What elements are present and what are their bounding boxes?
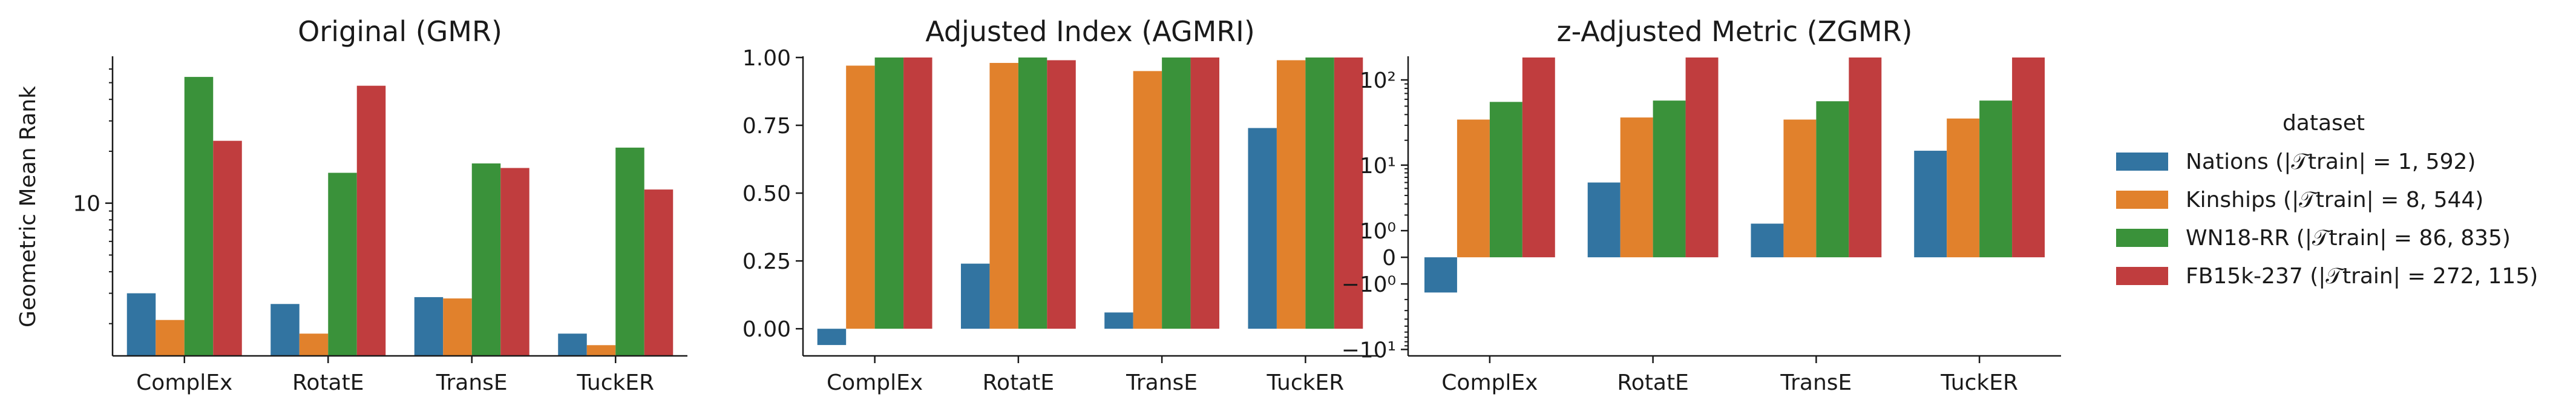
y-tick-label: 0 (1382, 246, 1396, 271)
y-tick-label: 10 (73, 192, 100, 217)
legend-label: FB15k-237 (|𝒯train| = 272, 115) (2186, 264, 2538, 289)
chart-title: Original (GMR) (298, 15, 502, 48)
chart-panel-1: Adjusted Index (AGMRI) 0.00 0.25 0.50 0.75 1.… (742, 15, 1377, 395)
bar (1190, 57, 1220, 329)
y-tick-label: 10⁰ (1360, 219, 1396, 244)
x-tick-label: ComplEx (136, 370, 232, 395)
y-tick-label: −10⁰ (1342, 272, 1396, 297)
bar (1305, 57, 1334, 329)
bar (615, 147, 644, 356)
x-tick-label: TransE (1780, 370, 1852, 395)
bar (586, 345, 616, 356)
bar (1751, 223, 1784, 258)
bar (989, 62, 1018, 329)
y-axis-label: Geometric Mean Rank (16, 86, 41, 327)
legend-title: dataset (2283, 111, 2365, 136)
legend-swatch (2116, 191, 2168, 209)
x-tick-label: TuckER (1267, 370, 1345, 395)
chart-title: z-Adjusted Metric (ZGMR) (1557, 15, 1913, 48)
legend-swatch (2116, 153, 2168, 171)
x-tick-label: TuckER (576, 370, 654, 395)
bar (817, 329, 847, 346)
chart-title: Adjusted Index (AGMRI) (925, 15, 1255, 48)
bar (1914, 151, 1947, 258)
y-tick-label: 1.00 (742, 46, 791, 71)
bar (414, 297, 444, 356)
bar (644, 189, 673, 356)
bar (1334, 57, 1363, 329)
bar (1816, 101, 1849, 258)
bar (471, 163, 501, 356)
bar (1849, 57, 1882, 258)
y-tick-label: 10² (1360, 68, 1396, 93)
bar (1162, 57, 1191, 329)
x-tick-label: TuckER (1940, 370, 2018, 395)
x-tick-label: RotatE (983, 370, 1054, 395)
bar (874, 57, 904, 329)
x-tick-label: TransE (436, 370, 508, 395)
bar (213, 140, 242, 356)
y-tick-label: −10¹ (1342, 338, 1396, 363)
bar (1522, 57, 1555, 258)
bar (184, 77, 214, 356)
bar (1248, 128, 1277, 329)
bar (903, 57, 932, 329)
bar (558, 333, 587, 356)
bar (270, 304, 300, 356)
legend-label: Kinships (|𝒯train| = 8, 544) (2186, 188, 2483, 212)
x-tick-label: ComplEx (1441, 370, 1538, 395)
bar (1783, 119, 1817, 258)
legend-label: WN18-RR (|𝒯train| = 86, 835) (2186, 226, 2511, 251)
y-tick-label: 0.25 (742, 249, 791, 274)
bar (328, 172, 357, 356)
bar (2012, 57, 2045, 258)
bar (1653, 100, 1686, 258)
y-tick-label: 0.00 (742, 317, 791, 342)
bar (1047, 60, 1076, 329)
chart-panel-0: Original (GMR) Geometric Mean Rank 10 Compl… (16, 15, 687, 395)
x-tick-label: RotatE (292, 370, 364, 395)
bar (1489, 102, 1522, 258)
legend-swatch (2116, 229, 2168, 247)
bar (443, 298, 472, 356)
bar (126, 293, 156, 356)
bar (156, 320, 185, 356)
bar (1104, 312, 1133, 329)
bar (1133, 71, 1162, 329)
x-tick-label: ComplEx (827, 370, 923, 395)
bar (1424, 257, 1457, 293)
bar (846, 65, 875, 329)
x-tick-label: TransE (1126, 370, 1198, 395)
bar (1979, 100, 2013, 258)
bar (1620, 117, 1653, 258)
y-tick-label: 0.75 (742, 114, 791, 139)
legend: dataset Nations (|𝒯train| = 1, 592) Kinsh… (2116, 111, 2538, 289)
bar (1457, 119, 1490, 258)
bar (299, 333, 329, 356)
legend-items: Nations (|𝒯train| = 1, 592) Kinships (|𝒯t… (2116, 149, 2538, 289)
legend-label: Nations (|𝒯train| = 1, 592) (2186, 149, 2476, 174)
bar (1276, 60, 1306, 329)
y-tick-label: 10¹ (1360, 154, 1396, 179)
bar (1018, 57, 1047, 329)
bar (500, 168, 529, 356)
y-tick-label: 0.50 (742, 182, 791, 206)
bar (356, 85, 386, 356)
bar (960, 263, 990, 329)
x-tick-label: RotatE (1617, 370, 1688, 395)
chart-panels: Original (GMR) Geometric Mean Rank 10 Compl… (16, 15, 2061, 395)
legend-swatch (2116, 267, 2168, 285)
bar (1947, 118, 1980, 258)
bar (1685, 57, 1719, 258)
bar (1587, 182, 1621, 258)
